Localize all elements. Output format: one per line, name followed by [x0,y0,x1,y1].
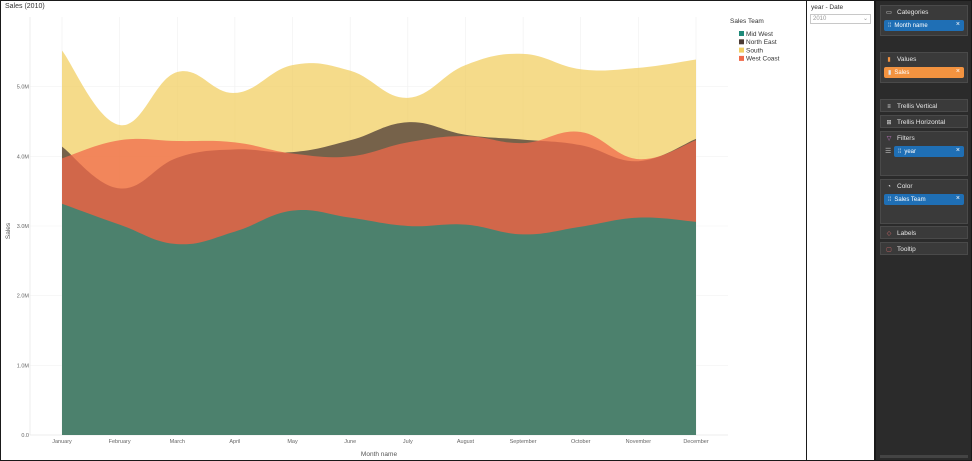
well-color-title: Color [897,183,913,190]
drag-handle-icon[interactable]: ⁞⁞ [888,196,892,203]
close-icon[interactable]: × [955,147,960,154]
filter-panel: year - Date 2010 ⌄ [807,0,875,461]
well-categories[interactable]: ▭ Categories ⁞⁞ Month name × [880,5,968,36]
field-pill-label: Sales Team [894,196,926,203]
x-tick-label: September [510,439,537,445]
chart-panel: Sales (2010) 0.0 1.0M 2.0M 3.0M 4.0M 5.0M Jan… [0,0,807,461]
x-tick-label: July [403,439,413,445]
field-pill-label: year [904,148,917,155]
scrollbar[interactable] [880,455,968,458]
y-tick-label: 4.0M [17,154,30,160]
chart-title: Sales (2010) [5,3,45,10]
field-pill-sales[interactable]: ▮ Sales × [884,67,964,78]
y-tick-label: 5.0M [17,85,30,91]
x-tick-label: October [571,439,591,445]
field-pill-sales-team[interactable]: ⁞⁞ Sales Team × [884,194,964,205]
well-tooltip[interactable]: ▢ Tooltip [880,242,968,255]
x-tick-label: March [170,439,185,445]
legend-item-label[interactable]: South [746,47,763,54]
trellis-horizontal-icon: ⊞ [886,120,892,126]
x-axis-title: Month name [361,451,398,458]
close-icon[interactable]: × [955,195,960,202]
well-values-title: Values [897,56,917,63]
legend-item-label[interactable]: North East [746,39,777,46]
well-trellis-vertical[interactable]: ≡ Trellis Vertical [880,99,968,112]
filter-list-icon: ☰ [885,148,892,155]
well-categories-title: Categories [897,9,929,16]
y-tick-label: 3.0M [17,224,30,230]
y-tick-label: 0.0 [21,433,29,439]
x-tick-label: January [52,439,72,445]
chevron-down-icon: ⌄ [862,16,868,22]
x-tick-label: April [229,439,240,445]
category-icon: ▭ [886,10,892,16]
trellis-vertical-icon: ≡ [887,103,891,110]
filter-icon: ▽ [886,136,892,142]
well-trellis-horizontal[interactable]: ⊞ Trellis Horizontal [880,115,968,128]
year-date-value: 2010 [813,16,827,22]
year-date-select[interactable]: 2010 ⌄ [810,14,871,24]
bar-chart-icon: ▮ [888,70,892,76]
well-trellis-horizontal-title: Trellis Horizontal [897,119,946,126]
y-axis: 0.0 1.0M 2.0M 3.0M 4.0M 5.0M [17,85,30,439]
x-axis: January February March April May June July Augu… [52,439,709,445]
field-pill-year[interactable]: ⁞⁞ year × [894,146,964,157]
y-axis-title: Sales [5,222,12,239]
well-color[interactable]: ◔ Color ⁞⁞ Sales Team × [880,179,968,224]
well-values[interactable]: ▮ Values ▮ Sales × [880,52,968,83]
close-icon[interactable]: × [955,68,960,75]
drag-handle-icon[interactable]: ⁞⁞ [888,22,892,29]
x-tick-label: May [287,439,298,445]
field-pill-month-name[interactable]: ⁞⁞ Month name × [884,20,964,31]
filter-title: year - Date [811,4,844,11]
area-series-mid-west[interactable] [62,203,696,435]
x-tick-label: November [626,439,652,445]
field-pill-label: Month name [894,22,928,29]
legend-title: Sales Team [730,18,764,25]
well-filters-title: Filters [897,135,915,142]
legend-swatch [739,47,744,53]
legend-swatch [739,39,744,45]
area-layer [62,50,696,436]
legend-swatch [739,55,744,61]
close-icon[interactable]: × [955,21,960,28]
x-tick-label: February [109,439,131,445]
x-tick-label: August [457,439,475,445]
well-labels-title: Labels [897,230,917,237]
well-trellis-vertical-title: Trellis Vertical [897,103,938,110]
x-tick-label: December [683,439,709,445]
area-chart: 0.0 1.0M 2.0M 3.0M 4.0M 5.0M January February M… [5,17,780,458]
well-labels[interactable]: ◇ Labels [880,226,968,239]
y-tick-label: 2.0M [17,294,30,300]
field-pill-label: Sales [894,69,910,76]
tooltip-icon: ▢ [886,247,892,253]
legend-swatch [739,31,744,36]
field-wells-panel: ▭ Categories ⁞⁞ Month name × ▮ Values ▮ … [875,0,972,461]
well-tooltip-title: Tooltip [897,246,916,253]
bar-chart-icon: ▮ [887,57,891,63]
label-icon: ◇ [886,231,892,237]
y-tick-label: 1.0M [17,363,30,369]
drag-handle-icon[interactable]: ⁞⁞ [898,148,902,155]
legend-item-label[interactable]: West Coast [746,56,780,63]
legend-item-label[interactable]: Mid West [746,31,773,38]
palette-icon: ◔ [887,183,891,190]
x-tick-label: June [344,439,356,445]
well-filters[interactable]: ▽ Filters ☰ ⁞⁞ year × [880,131,968,176]
